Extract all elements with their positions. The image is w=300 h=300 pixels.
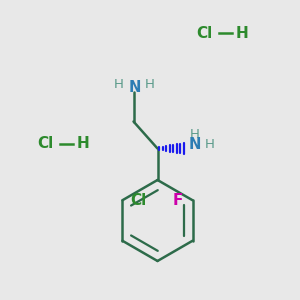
Text: N: N [189, 137, 201, 152]
Text: H: H [145, 77, 155, 91]
Text: F: F [173, 193, 183, 208]
Text: H: H [235, 26, 248, 40]
Text: H: H [205, 138, 215, 152]
Text: Cl: Cl [196, 26, 212, 40]
Text: H: H [190, 128, 200, 141]
Text: Cl: Cl [37, 136, 53, 152]
Text: Cl: Cl [130, 193, 146, 208]
Text: H: H [76, 136, 89, 152]
Text: H: H [114, 77, 124, 91]
Text: N: N [129, 80, 141, 95]
